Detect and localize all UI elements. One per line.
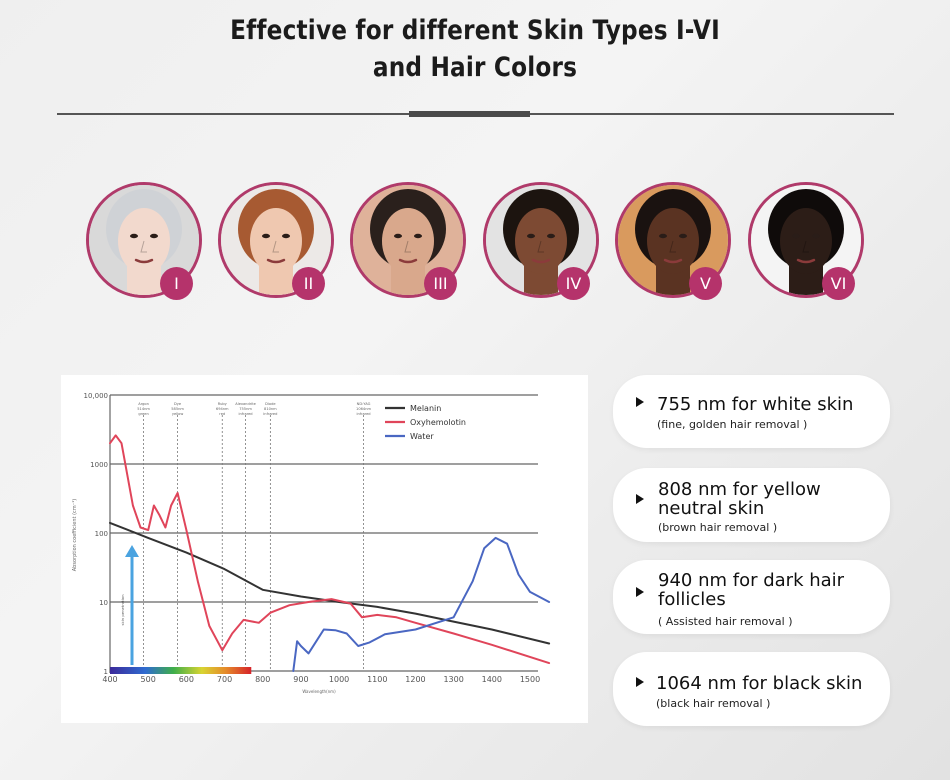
series-line-oxyhemolotin — [109, 434, 551, 665]
laser-label: infrared — [263, 412, 277, 416]
title-line-2: and Hair Colors — [372, 52, 578, 83]
y-tick-label: 1000 — [90, 461, 108, 469]
play-arrow-icon — [636, 677, 644, 687]
x-tick-label: 1300 — [443, 675, 463, 684]
legend-label: Water — [410, 432, 434, 441]
y-tick-label: 10,000 — [84, 392, 109, 400]
page-title: Effective for different Skin Types I-VI … — [67, 12, 884, 86]
legend-label: Oxyhemolotin — [410, 418, 466, 427]
card-subtext: (black hair removal ) — [656, 697, 771, 710]
card-subtext: (fine, golden hair removal ) — [657, 418, 808, 431]
card-subtext: ( Assisted hair removal ) — [658, 615, 793, 628]
laser-label: Diode — [265, 402, 276, 406]
x-tick-label: 1500 — [520, 675, 540, 684]
laser-label: Dye — [174, 402, 182, 406]
laser-label: Ruby — [218, 402, 228, 406]
card-heading: 940 nm for dark hair follicles — [658, 570, 845, 610]
arrow-label: skin penetration — [120, 594, 125, 626]
wavelength-card-808: 808 nm for yellow neutral skin (brown ha… — [613, 468, 890, 542]
card-heading: 1064 nm for black skin — [656, 673, 863, 694]
laser-label: red — [219, 412, 225, 416]
skin-type-badge: I — [160, 267, 193, 300]
x-tick-label: 500 — [141, 675, 156, 684]
x-tick-label: 1100 — [367, 675, 387, 684]
x-axis-label: Wavelength(nm) — [302, 689, 336, 694]
laser-label: 514nm — [137, 407, 150, 411]
x-tick-label: 600 — [179, 675, 194, 684]
wavelength-card-940: 940 nm for dark hair follicles ( Assiste… — [613, 560, 890, 634]
skin-type-badge: VI — [822, 267, 855, 300]
skin-type-portrait — [748, 182, 864, 298]
x-tick-label: 1000 — [329, 675, 349, 684]
absorption-chart: 10,000 1000 100 10 1 400 500 600 700 800 900 1000 11… — [61, 375, 588, 723]
x-tick-label: 800 — [255, 675, 270, 684]
laser-label: Argon — [138, 402, 149, 406]
skin-type-portrait — [615, 182, 731, 298]
play-arrow-icon — [636, 397, 644, 407]
y-tick-label: 100 — [95, 530, 108, 538]
skin-type-portrait — [483, 182, 599, 298]
wavelength-card-755: 755 nm for white skin (fine, golden hair… — [613, 375, 890, 448]
card-subtext: (brown hair removal ) — [658, 521, 778, 534]
laser-label: ND:YAG — [357, 402, 371, 406]
skin-type-badge: II — [292, 267, 325, 300]
title-divider-accent — [409, 111, 530, 117]
y-axis-label: Absorption coefficient (cm⁻¹) — [72, 499, 78, 572]
series-line-water — [292, 536, 551, 672]
laser-label: 755nm — [239, 407, 252, 411]
skin-type-badge: III — [424, 267, 457, 300]
play-arrow-icon — [636, 494, 644, 504]
visible-spectrum-bar — [110, 667, 252, 674]
laser-label: green — [138, 412, 148, 416]
arrow-head-icon — [125, 545, 139, 557]
x-tick-label: 400 — [102, 675, 117, 684]
laser-label: yellow — [172, 412, 184, 416]
laser-label: 810nm — [264, 407, 277, 411]
laser-label: 1064nm — [356, 407, 371, 411]
legend-label: Melanin — [410, 404, 441, 413]
card-heading: 808 nm for yellow neutral skin — [658, 479, 821, 519]
x-tick-label: 900 — [293, 675, 308, 684]
laser-label: Alexandrite — [235, 402, 256, 406]
skin-type-badge: IV — [557, 267, 590, 300]
wavelength-card-1064: 1064 nm for black skin (black hair remov… — [613, 652, 890, 726]
laser-label: 585nm — [171, 407, 184, 411]
skin-type-portrait — [86, 182, 202, 298]
x-tick-label: 1400 — [482, 675, 502, 684]
laser-label: infrared — [356, 412, 370, 416]
y-tick-label: 10 — [99, 599, 108, 607]
x-tick-label: 700 — [217, 675, 232, 684]
y-tick-label: 1 — [104, 668, 108, 676]
skin-type-badge: V — [689, 267, 722, 300]
laser-label: 694nm — [216, 407, 229, 411]
x-tick-label: 1200 — [405, 675, 425, 684]
card-heading: 755 nm for white skin — [657, 394, 854, 415]
play-arrow-icon — [636, 587, 644, 597]
skin-type-portrait — [218, 182, 334, 298]
title-line-1: Effective for different Skin Types I-VI — [230, 15, 720, 46]
laser-label: infrared — [238, 412, 252, 416]
series-line-melanin — [109, 521, 551, 645]
